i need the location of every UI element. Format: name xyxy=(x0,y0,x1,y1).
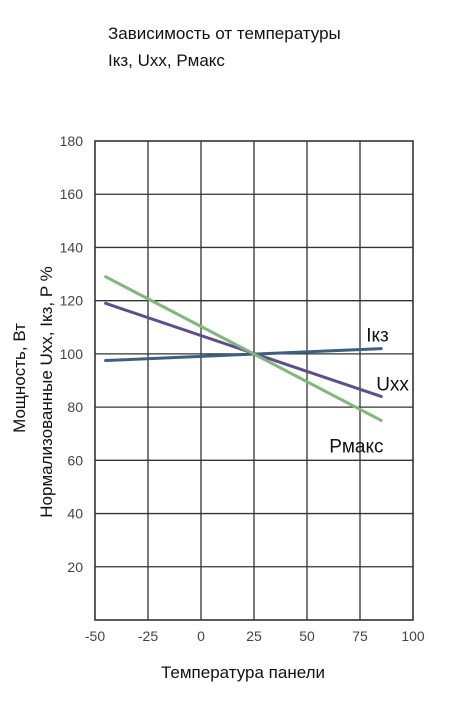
y-tick-label: 80 xyxy=(67,399,83,415)
y-tick-label: 40 xyxy=(67,506,83,522)
y-tick-label: 100 xyxy=(60,346,84,362)
y-tick-label: 180 xyxy=(60,133,84,149)
x-tick-label: 100 xyxy=(401,628,425,644)
x-tick-label: 50 xyxy=(299,628,315,644)
x-tick-label: 25 xyxy=(246,628,262,644)
chart-title: Зависимость от температуры Iкз, Uxx, Pма… xyxy=(108,20,448,74)
y-tick-label: 160 xyxy=(60,186,84,202)
y-tick-label: 140 xyxy=(60,239,84,255)
chart-title-line-1: Зависимость от температуры xyxy=(108,24,341,43)
x-tick-label: 0 xyxy=(197,628,205,644)
x-tick-label: 75 xyxy=(352,628,368,644)
series-label-3: Pмакс xyxy=(329,436,383,457)
x-axis-title: Температура панели xyxy=(161,663,325,682)
grid xyxy=(94,140,414,621)
y-axis-title-line-1: Мощность, Вт xyxy=(10,323,29,433)
x-tick-label: -50 xyxy=(85,628,105,644)
y-tick-label: 60 xyxy=(67,452,83,468)
tick-labels: -50 -25 0 25 50 75 100 20 40 60 80 100 120 140 160 180 xyxy=(60,133,425,644)
series-label-1: Iкз xyxy=(366,326,389,347)
series-line-1 xyxy=(104,347,383,363)
series-label-2: Uxx xyxy=(376,374,409,395)
chart-title-line-2: Iкз, Uxx, Pмакс xyxy=(108,51,225,70)
y-tick-label: 20 xyxy=(67,559,83,575)
y-tick-label: 120 xyxy=(60,293,84,309)
x-tick-label: -25 xyxy=(138,628,158,644)
y-axis-title-line-2: Нормализованные Uxx, Iкз, P % xyxy=(37,266,56,517)
series-lines xyxy=(104,275,383,422)
series-line-3 xyxy=(104,275,383,422)
series-labels: Iкз Uxx Pмакс xyxy=(329,326,409,458)
